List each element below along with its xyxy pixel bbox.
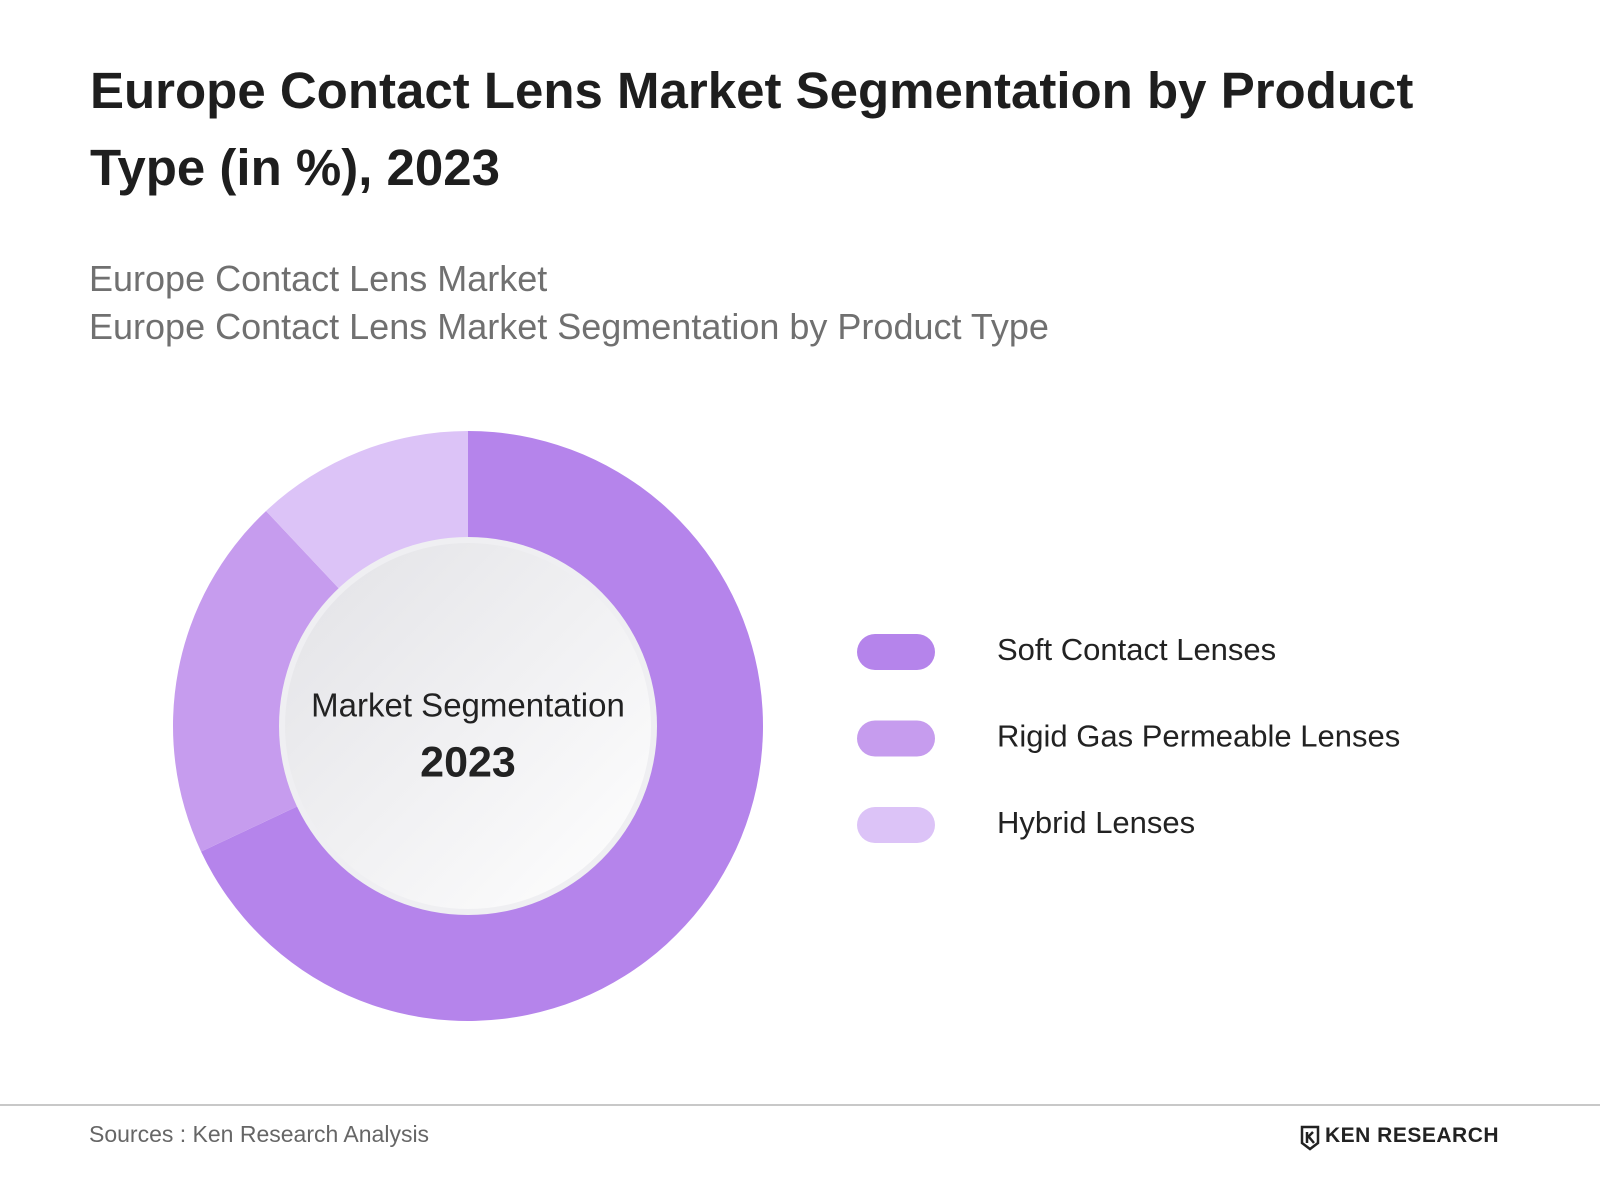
legend-swatch — [857, 807, 935, 843]
subtitle: Europe Contact Lens Market — [89, 258, 548, 299]
chart: Market Segmentation 2023 Soft Contact Le… — [173, 431, 1400, 1021]
center-label: Market Segmentation — [311, 687, 625, 724]
source: Sources : Ken Research Analysis — [89, 1121, 430, 1147]
footer-rule — [0, 1104, 1600, 1106]
legend-swatch — [857, 634, 935, 670]
legend-label: Rigid Gas Permeable Lenses — [997, 719, 1400, 754]
slice — [201, 431, 763, 1021]
legend-label: Soft Contact Lenses — [997, 632, 1276, 667]
legend-swatch — [857, 720, 935, 757]
brand: KEN RESEARCH — [1325, 1124, 1500, 1147]
legend-label: Hybrid Lenses — [997, 805, 1195, 840]
center-year: 2023 — [420, 738, 516, 786]
chart-title: Europe Contact Lens Market Segmentation … — [90, 62, 1414, 196]
subtitle: Europe Contact Lens Market Segmentation … — [89, 306, 1049, 347]
brand-logo — [1300, 1125, 1320, 1151]
hole — [285, 543, 651, 909]
